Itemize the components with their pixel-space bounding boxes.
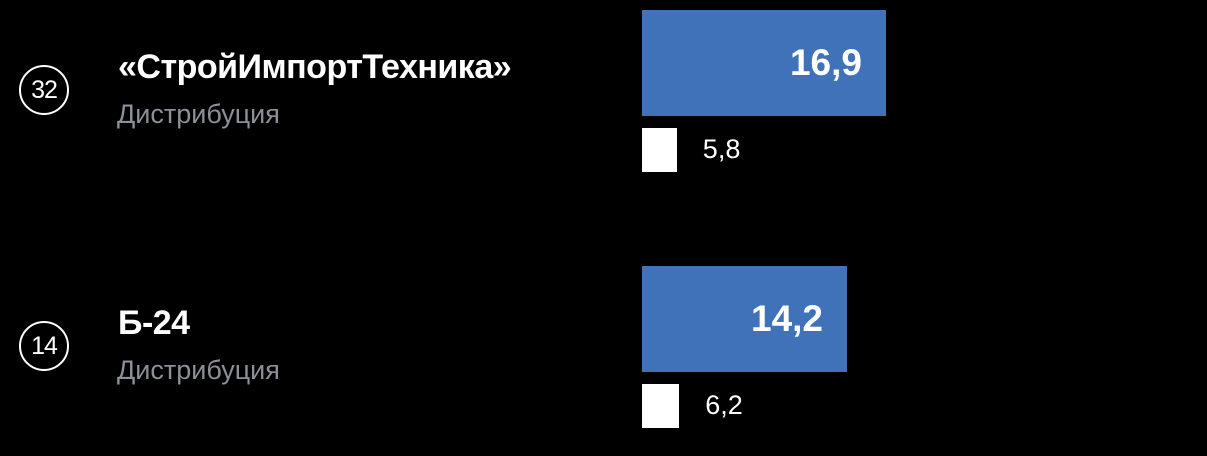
primary-bar: 14,2 xyxy=(642,266,848,372)
rank-number: 32 xyxy=(31,75,58,104)
chart-row: 32 «СтройИмпортТехника» Дистрибуция 16,9… xyxy=(0,0,1207,200)
company-name: Б-24 xyxy=(118,304,190,342)
rank-number: 14 xyxy=(31,331,58,360)
rank-badge: 14 xyxy=(19,321,69,371)
secondary-bar-label: 6,2 xyxy=(705,390,743,420)
rank-badge: 32 xyxy=(19,65,69,115)
company-name: «СтройИмпортТехника» xyxy=(118,48,512,86)
primary-bar-label: 14,2 xyxy=(751,298,824,339)
secondary-bar xyxy=(642,128,677,172)
company-category: Дистрибуция xyxy=(117,99,280,129)
chart-row: 14 Б-24 Дистрибуция 14,2 6,2 xyxy=(0,256,1207,456)
primary-bar-label: 16,9 xyxy=(789,42,862,83)
secondary-bar-label: 5,8 xyxy=(702,134,741,164)
company-category: Дистрибуция xyxy=(117,355,280,385)
primary-bar: 16,9 xyxy=(642,10,886,116)
secondary-bar xyxy=(642,384,680,428)
